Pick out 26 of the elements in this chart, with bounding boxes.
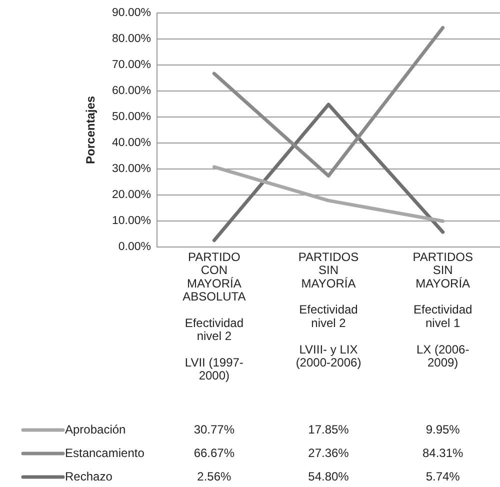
- y-tick-label: 80.00%: [112, 33, 151, 46]
- y-tick-label: 0.00%: [118, 241, 151, 254]
- data-label: 17.85%: [308, 422, 350, 436]
- y-tick-label: 90.00%: [112, 7, 151, 20]
- y-tick-label: 70.00%: [112, 59, 151, 72]
- data-label: 27.36%: [308, 446, 350, 460]
- data-label: 54.80%: [308, 469, 350, 484]
- data-label: 66.67%: [194, 446, 235, 460]
- legend-label: Aprobación: [65, 422, 126, 436]
- y-tick-label: 20.00%: [112, 189, 151, 202]
- x-tick-label: PARTIDOS SIN MAYORÍA Efectividad nivel 1 LX (2006- 2009): [412, 250, 473, 370]
- data-label: 9.95%: [426, 422, 460, 436]
- y-tick-label: 10.00%: [112, 215, 151, 228]
- y-tick-label: 30.00%: [112, 163, 151, 176]
- x-tick-label: PARTIDOS SIN MAYORÍA Efectividad nivel 2 LVIII- y LIX (2000-2006): [296, 250, 362, 370]
- legend-label: Estancamiento: [65, 446, 145, 460]
- data-label: 5.74%: [426, 469, 460, 484]
- x-tick-label: PARTIDO CON MAYORÍA ABSOLUTA Efectividad nivel 2 LVII (1997- 2000): [182, 250, 246, 383]
- y-tick-label: 40.00%: [112, 137, 151, 150]
- data-label: 30.77%: [194, 422, 235, 436]
- y-tick-label: 50.00%: [112, 111, 151, 124]
- legend-label: Rechazo: [65, 469, 113, 484]
- y-tick-label: 60.00%: [112, 85, 151, 98]
- y-axis-title: Porcentajes: [84, 96, 98, 164]
- data-label: 2.56%: [197, 469, 232, 484]
- data-label: 84.31%: [422, 446, 464, 460]
